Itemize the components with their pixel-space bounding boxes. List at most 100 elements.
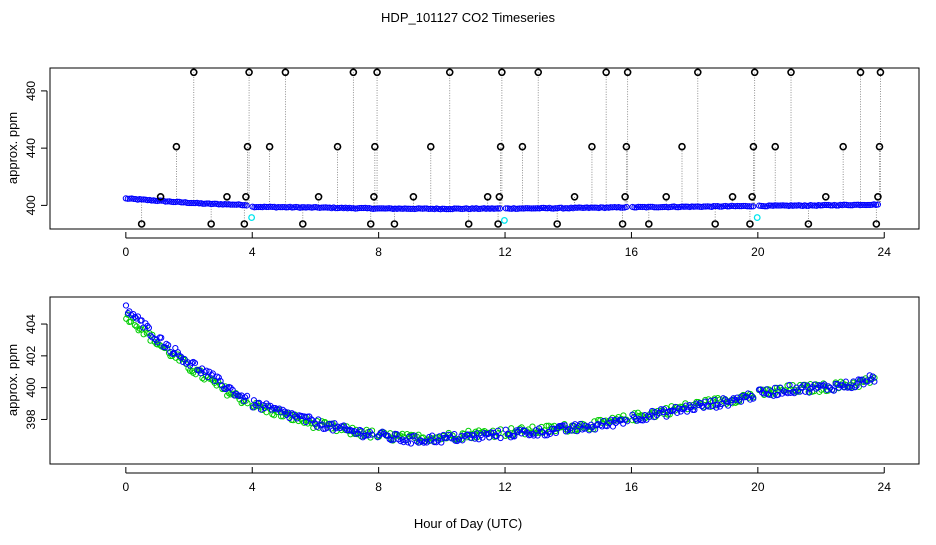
data-point <box>823 201 830 209</box>
data-point-blue <box>534 432 541 439</box>
data-point-blue <box>497 434 504 442</box>
data-point-blue <box>800 382 807 389</box>
outlier-point <box>678 142 686 151</box>
data-point <box>360 204 367 212</box>
data-point <box>765 202 773 209</box>
data-point <box>682 203 690 210</box>
data-point <box>732 203 739 210</box>
data-point <box>209 200 217 207</box>
x-tick-label: 4 <box>249 245 256 259</box>
data-point-blue <box>722 396 729 403</box>
data-point-blue <box>848 384 855 392</box>
x-tick-label: 12 <box>498 480 512 494</box>
data-point-blue <box>766 391 773 398</box>
data-point <box>781 202 788 209</box>
data-point <box>639 203 646 211</box>
outlier-point <box>662 193 671 201</box>
data-point <box>138 196 145 203</box>
data-point-blue <box>451 430 458 438</box>
data-point-green <box>140 331 147 338</box>
data-point-cyan <box>753 214 761 222</box>
x-tick-label: 20 <box>751 245 765 259</box>
outlier-point <box>314 193 323 201</box>
data-point <box>348 205 355 212</box>
data-point-blue <box>850 378 857 385</box>
outlier-point <box>242 193 250 201</box>
outlier-point <box>494 220 502 228</box>
outlier-point <box>623 68 632 77</box>
data-point-blue <box>286 414 293 422</box>
data-point <box>655 204 662 211</box>
data-point <box>696 203 703 210</box>
data-point <box>587 204 595 211</box>
y-tick-label: 480 <box>24 81 38 101</box>
data-point <box>243 202 250 209</box>
data-point <box>409 205 416 212</box>
data-point-blue <box>564 426 572 434</box>
data-point <box>275 203 282 211</box>
data-point-blue <box>514 428 521 435</box>
data-point <box>199 200 207 207</box>
data-point <box>372 205 379 212</box>
data-point <box>443 206 450 213</box>
data-point-blue <box>736 396 743 403</box>
data-point <box>447 206 454 213</box>
data-point-blue <box>215 374 222 381</box>
outlier-point <box>496 142 505 151</box>
x-tick-label: 0 <box>122 480 129 494</box>
data-point <box>170 198 177 206</box>
data-point <box>457 205 464 212</box>
data-point <box>528 205 535 212</box>
data-point-blue <box>852 384 859 391</box>
data-point-blue <box>201 368 208 376</box>
x-tick-label: 8 <box>375 480 382 494</box>
data-point-blue <box>368 431 376 438</box>
data-point <box>674 204 682 211</box>
outlier-point <box>298 220 307 228</box>
data-point <box>767 202 775 209</box>
data-point <box>395 205 403 212</box>
outlier-point <box>371 142 379 151</box>
data-point <box>833 202 840 209</box>
data-point-green <box>529 423 536 430</box>
data-point <box>657 204 664 211</box>
data-point <box>397 205 405 212</box>
outlier-point <box>570 193 579 201</box>
data-point <box>617 204 624 211</box>
x-tick-label: 12 <box>498 245 512 259</box>
data-point <box>257 203 264 211</box>
data-point-blue <box>609 423 617 430</box>
data-point-blue <box>737 398 745 405</box>
data-point-blue <box>170 350 178 357</box>
data-point-blue <box>404 439 412 446</box>
data-point-blue <box>777 384 784 391</box>
plot-frame <box>49 296 920 465</box>
data-point-blue <box>871 378 878 385</box>
outlier-point <box>189 68 198 77</box>
outlier-point <box>223 193 231 201</box>
y-tick-label: 404 <box>24 314 38 334</box>
data-point <box>575 204 583 211</box>
data-point <box>407 205 414 212</box>
data-point <box>827 202 834 209</box>
outlier-point <box>750 68 759 77</box>
data-point <box>283 204 290 211</box>
outlier-point <box>874 193 882 201</box>
data-point <box>637 203 644 211</box>
data-point <box>548 205 555 212</box>
data-point <box>542 205 549 212</box>
data-point <box>524 205 531 212</box>
data-point-blue <box>853 382 860 389</box>
data-point-blue <box>705 403 712 410</box>
data-point-green <box>465 427 472 434</box>
data-point-blue <box>541 432 548 439</box>
outlier-point <box>518 142 527 151</box>
data-point-blue <box>582 422 589 429</box>
data-point <box>174 198 181 205</box>
data-point-blue <box>713 404 720 411</box>
data-point <box>530 205 537 212</box>
data-point <box>538 204 545 212</box>
data-point-blue <box>426 433 433 441</box>
data-point-blue <box>561 422 568 429</box>
